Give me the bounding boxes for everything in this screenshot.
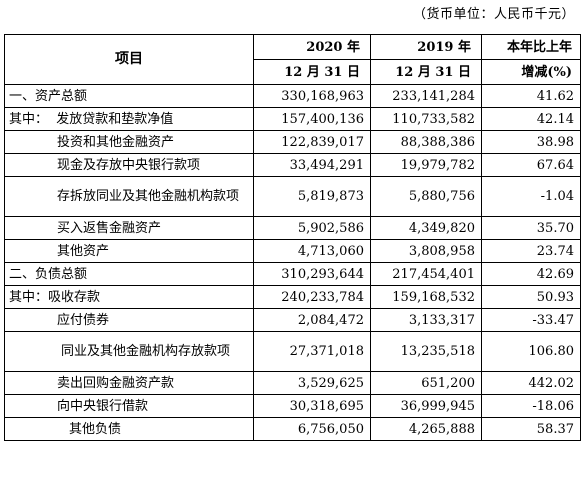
table-row: 向中央银行借款 30,318,695 36,999,945 -18.06 — [4, 394, 581, 418]
value-2019: 4,265,888 — [370, 417, 482, 441]
row-label: 一、资产总额 — [4, 84, 254, 108]
change-percent: 67.64 — [481, 153, 581, 177]
value-2020: 6,756,050 — [253, 417, 371, 441]
row-label: 其他资产 — [4, 239, 254, 263]
value-2019: 5,880,756 — [370, 176, 482, 217]
currency-unit-note: （货币单位：人民币千元） — [412, 7, 575, 22]
row-label: 其中： 发放贷款和垫款净值 — [4, 107, 254, 131]
header-change-unit: 增减(%) — [481, 59, 581, 85]
value-2020: 27,371,018 — [253, 331, 371, 372]
value-2020: 5,902,586 — [253, 216, 371, 240]
row-label: 向中央银行借款 — [4, 394, 254, 418]
row-label: 其他负债 — [4, 417, 254, 441]
value-2019: 3,808,958 — [370, 239, 482, 263]
change-percent: 442.02 — [481, 371, 581, 395]
value-2019: 233,141,284 — [370, 84, 482, 108]
change-percent: 41.62 — [481, 84, 581, 108]
header-item: 项目 — [4, 34, 254, 85]
change-percent: -1.04 — [481, 176, 581, 217]
header-2019-year: 2019 年 — [370, 34, 482, 60]
row-label: 其中：吸收存款 — [4, 285, 254, 309]
value-2019: 217,454,401 — [370, 262, 482, 286]
table-row: 现金及存放中央银行款项 33,494,291 19,979,782 67.64 — [4, 153, 581, 177]
row-label: 现金及存放中央银行款项 — [4, 153, 254, 177]
header-2019-date: 12 月 31 日 — [370, 59, 482, 85]
table-row: 其中： 发放贷款和垫款净值 157,400,136 110,733,582 42… — [4, 107, 581, 131]
row-label: 二、负债总额 — [4, 262, 254, 286]
change-percent: -18.06 — [481, 394, 581, 418]
value-2019: 36,999,945 — [370, 394, 482, 418]
table-row: 其他资产 4,713,060 3,808,958 23.74 — [4, 239, 581, 263]
value-2019: 4,349,820 — [370, 216, 482, 240]
row-label: 投资和其他金融资产 — [4, 130, 254, 154]
value-2020: 157,400,136 — [253, 107, 371, 131]
value-2020: 3,529,625 — [253, 371, 371, 395]
change-percent: 42.14 — [481, 107, 581, 131]
row-label: 卖出回购金融资产款 — [4, 371, 254, 395]
value-2020: 2,084,472 — [253, 308, 371, 332]
value-2019: 159,168,532 — [370, 285, 482, 309]
table-row: 二、负债总额 310,293,644 217,454,401 42.69 — [4, 262, 581, 286]
header-row-1: 项目 2020 年 2019 年 本年比上年 — [4, 34, 581, 85]
table-row: 同业及其他金融机构存放款项 27,371,018 13,235,518 106.… — [4, 331, 581, 372]
value-2020: 330,168,963 — [253, 84, 371, 108]
value-2019: 88,388,386 — [370, 130, 482, 154]
value-2020: 240,233,784 — [253, 285, 371, 309]
change-percent: 58.37 — [481, 417, 581, 441]
table-row: 应付债券 2,084,472 3,133,317 -33.47 — [4, 308, 581, 332]
row-label: 买入返售金融资产 — [4, 216, 254, 240]
table-row: 其他负债 6,756,050 4,265,888 58.37 — [4, 417, 581, 441]
change-percent: 23.74 — [481, 239, 581, 263]
row-label: 同业及其他金融机构存放款项 — [4, 331, 254, 372]
value-2020: 33,494,291 — [253, 153, 371, 177]
table-row: 买入返售金融资产 5,902,586 4,349,820 35.70 — [4, 216, 581, 240]
change-percent: 50.93 — [481, 285, 581, 309]
change-percent: 35.70 — [481, 216, 581, 240]
value-2020: 5,819,873 — [253, 176, 371, 217]
header-2020-year: 2020 年 — [253, 34, 371, 60]
table-row: 卖出回购金融资产款 3,529,625 651,200 442.02 — [4, 371, 581, 395]
table-row: 存拆放同业及其他金融机构款项 5,819,873 5,880,756 -1.04 — [4, 176, 581, 217]
balance-sheet-table: 项目 2020 年 2019 年 本年比上年 12 月 31 日 12 月 31… — [4, 34, 581, 441]
change-percent: 38.98 — [481, 130, 581, 154]
header-change-title: 本年比上年 — [481, 34, 581, 60]
value-2020: 30,318,695 — [253, 394, 371, 418]
value-2019: 110,733,582 — [370, 107, 482, 131]
value-2020: 122,839,017 — [253, 130, 371, 154]
change-percent: 106.80 — [481, 331, 581, 372]
header-2020-date: 12 月 31 日 — [253, 59, 371, 85]
change-percent: 42.69 — [481, 262, 581, 286]
row-label: 存拆放同业及其他金融机构款项 — [4, 176, 254, 217]
header-row-2: 12 月 31 日 12 月 31 日 增减(%) — [5, 59, 581, 85]
value-2020: 4,713,060 — [253, 239, 371, 263]
table-row: 其中：吸收存款 240,233,784 159,168,532 50.93 — [4, 285, 581, 309]
value-2020: 310,293,644 — [253, 262, 371, 286]
row-label: 应付债券 — [4, 308, 254, 332]
value-2019: 19,979,782 — [370, 153, 482, 177]
table-row: 一、资产总额 330,168,963 233,141,284 41.62 — [4, 84, 581, 108]
value-2019: 3,133,317 — [370, 308, 482, 332]
change-percent: -33.47 — [481, 308, 581, 332]
value-2019: 651,200 — [370, 371, 482, 395]
value-2019: 13,235,518 — [370, 331, 482, 372]
table-row: 投资和其他金融资产 122,839,017 88,388,386 38.98 — [4, 130, 581, 154]
